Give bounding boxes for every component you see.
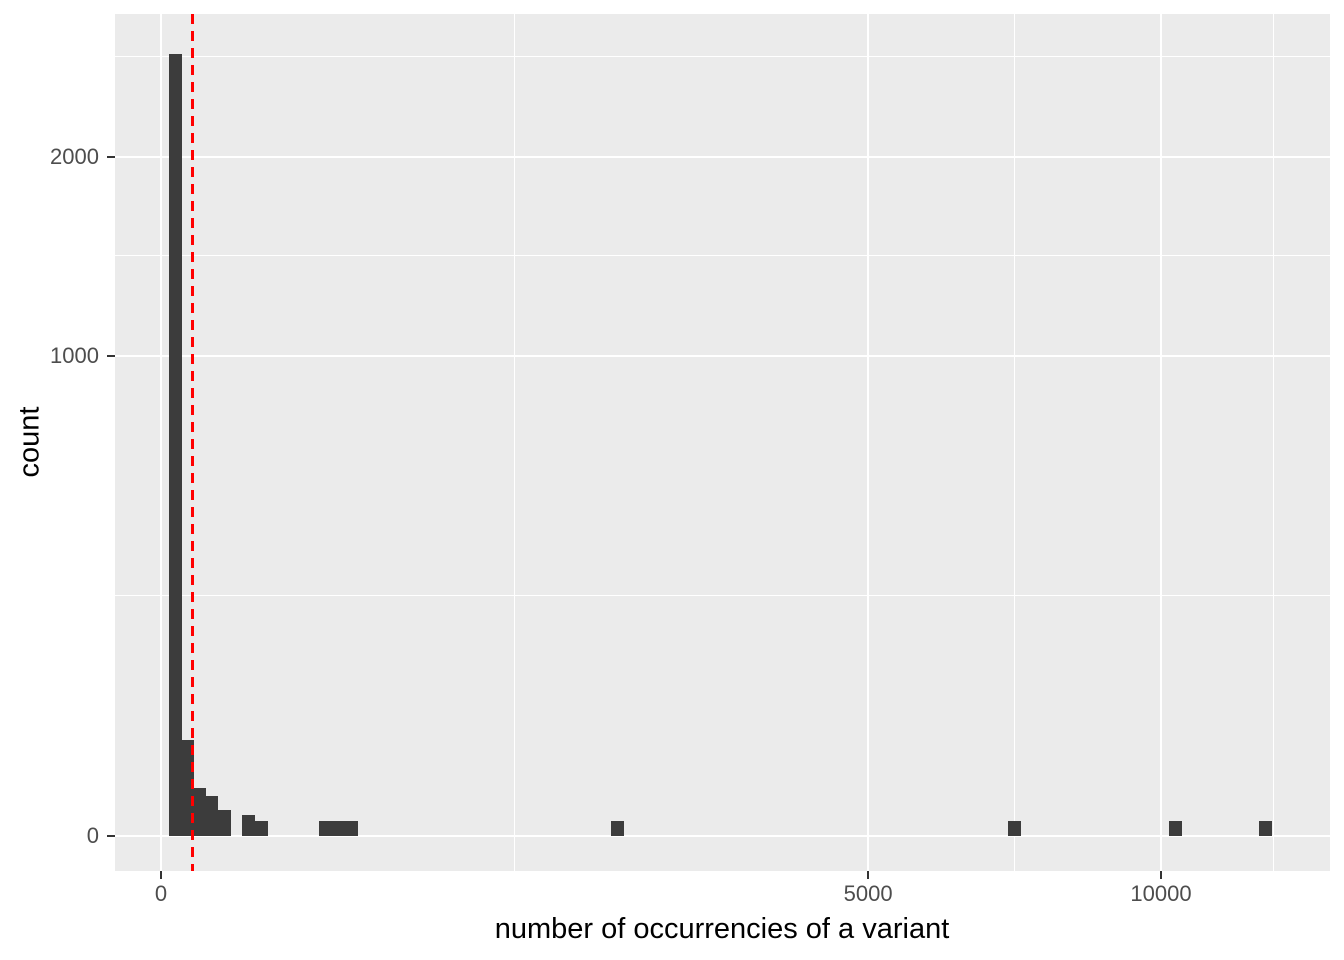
x-tick-mark: [160, 871, 162, 879]
gridline-x-major: [1160, 14, 1162, 871]
gridline-y-major: [115, 835, 1330, 838]
x-axis-title: number of occurrencies of a variant: [494, 913, 950, 945]
histogram-bar: [217, 809, 231, 837]
histogram-bar: [610, 820, 624, 837]
y-tick-label: 2000: [50, 143, 99, 169]
y-tick-mark: [107, 155, 115, 158]
histogram-bar: [255, 820, 269, 837]
y-tick-mark: [107, 354, 115, 357]
histogram-bar: [205, 795, 219, 837]
histogram-bar: [1007, 820, 1021, 837]
vline-threshold: [191, 14, 195, 871]
x-tick-mark: [1160, 871, 1162, 879]
y-tick-mark: [107, 835, 115, 838]
gridline-y-minor: [115, 595, 1330, 597]
x-tick-mark: [867, 871, 870, 879]
x-tick-label: 5000: [843, 881, 893, 906]
gridline-x-minor: [514, 14, 516, 871]
plot-panel: [115, 14, 1330, 871]
y-axis-title: count: [13, 406, 46, 478]
histogram-bar: [168, 53, 182, 837]
histogram-bar: [180, 739, 194, 837]
y-tick-label: 1000: [50, 342, 99, 368]
gridline-x-minor: [1014, 14, 1016, 871]
gridline-y-major: [115, 155, 1330, 158]
gridline-y-minor: [115, 56, 1330, 58]
histogram-bar: [242, 814, 256, 837]
x-tick-label: 0: [154, 881, 168, 906]
gridline-x-major: [867, 14, 870, 871]
gridline-x-minor: [1272, 14, 1274, 871]
histogram-bar: [1259, 820, 1273, 837]
x-tick-label: 10000: [1130, 881, 1192, 906]
histogram-bar: [193, 788, 207, 837]
histogram-bar: [1169, 820, 1183, 837]
histogram-bar: [331, 820, 345, 837]
histogram-bar: [344, 820, 358, 837]
histogram-bar: [318, 820, 332, 837]
gridline-y-minor: [115, 254, 1330, 256]
gridline-x-major: [160, 14, 162, 871]
y-tick-label: 0: [86, 823, 99, 849]
gridline-y-major: [115, 354, 1330, 357]
